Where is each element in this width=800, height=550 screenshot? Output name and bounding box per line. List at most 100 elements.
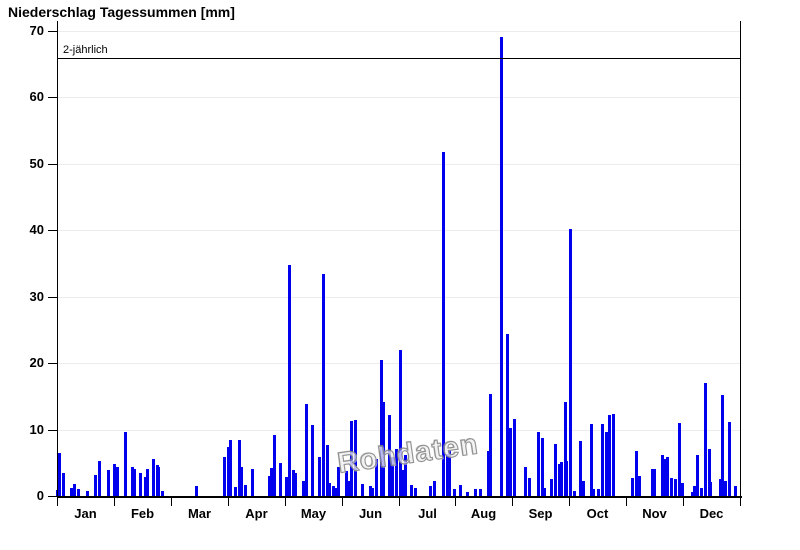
y-tick-label-60: 60 — [29, 89, 44, 104]
precip-bar-day-17 — [86, 491, 89, 496]
gridline-50 — [57, 164, 740, 165]
precip-bar-day-270 — [560, 462, 563, 496]
precip-bar-day-128 — [294, 473, 297, 496]
precip-bar-day-90 — [223, 457, 226, 496]
precip-bar-day-331 — [674, 479, 677, 496]
y-tick-30 — [48, 297, 57, 298]
precip-bar-day-227 — [479, 489, 482, 496]
precip-bar-day-105 — [251, 469, 254, 496]
precip-bar-day-341 — [693, 486, 696, 496]
precip-bar-day-267 — [554, 444, 557, 496]
x-tick-label-feb: Feb — [130, 506, 155, 521]
y-tick-60 — [48, 97, 57, 98]
precip-bar-day-358 — [724, 481, 727, 496]
precip-bar-day-298 — [612, 414, 615, 496]
precip-bar-day-241 — [506, 334, 509, 496]
precip-bar-day-52 — [152, 459, 155, 496]
x-tick-label-sep: Sep — [528, 506, 553, 521]
precip-bar-day-363 — [734, 486, 737, 496]
y-tick-label-30: 30 — [29, 289, 44, 304]
x-tick-label-dec: Dec — [699, 506, 724, 521]
precip-bar-day-137 — [311, 425, 314, 496]
precip-bar-day-190 — [410, 485, 413, 496]
precip-bar-day-33 — [116, 467, 119, 496]
precip-bar-day-207 — [442, 152, 445, 496]
precip-bar-day-335 — [681, 483, 684, 496]
precip-bar-day-10 — [73, 484, 76, 496]
precip-bar-day-49 — [146, 469, 149, 496]
precip-bar-day-155 — [345, 471, 348, 496]
y-tick-label-70: 70 — [29, 23, 44, 38]
precip-bar-day-146 — [328, 483, 331, 496]
precip-bar-day-296 — [608, 415, 611, 496]
precip-bar-day-21 — [94, 475, 97, 496]
precip-bar-day-175 — [382, 402, 385, 496]
precip-bar-day-350 — [709, 482, 712, 496]
precip-bar-day-120 — [279, 463, 282, 496]
precip-bar-day-184 — [399, 350, 402, 496]
precip-bar-day-319 — [651, 469, 654, 496]
precip-bar-day-310 — [635, 451, 638, 496]
x-tick-label-mar: Mar — [187, 506, 212, 521]
y-tick-label-50: 50 — [29, 156, 44, 171]
precip-bar-day-269 — [558, 464, 561, 496]
precip-bar-day-308 — [631, 478, 634, 496]
precip-bar-day-99 — [240, 467, 243, 496]
precip-bar-day-202 — [433, 481, 436, 496]
precip-bar-day-171 — [375, 459, 378, 496]
precip-bar-day-160 — [354, 420, 357, 496]
x-tick-8 — [512, 498, 513, 506]
precip-bar-day-277 — [573, 491, 576, 496]
precip-bar-day-345 — [700, 488, 703, 496]
x-tick-6 — [399, 498, 400, 506]
precip-bar-day-187 — [404, 455, 407, 496]
precip-bar-day-158 — [350, 421, 353, 496]
precip-bar-day-93 — [229, 440, 232, 496]
precip-bar-day-265 — [550, 479, 553, 496]
precip-bar-day-92 — [227, 447, 230, 496]
x-tick-5 — [342, 498, 343, 506]
precip-bar-day-169 — [371, 488, 374, 496]
precip-bar-day-45 — [139, 473, 142, 496]
precip-bar-day-282 — [582, 481, 585, 496]
precip-bar-day-114 — [268, 476, 271, 496]
precip-bar-day-312 — [638, 476, 641, 496]
precip-bar-day-216 — [459, 485, 462, 496]
chart-title: Niederschlag Tagessummen [mm] — [8, 4, 235, 20]
precip-bar-day-157 — [348, 481, 351, 496]
precip-bar-day-253 — [528, 478, 531, 496]
precip-bar-day-132 — [302, 481, 305, 496]
precip-bar-day-125 — [288, 265, 291, 496]
precip-bar-day-31 — [113, 464, 116, 496]
precip-bar-day-213 — [453, 489, 456, 496]
precip-bar-day-209 — [446, 454, 449, 496]
precip-bar-day-98 — [238, 440, 241, 496]
precip-bar-day-28 — [107, 470, 110, 496]
precip-bar-day-333 — [678, 423, 681, 496]
precip-bar-day-356 — [721, 395, 724, 496]
precip-bar-day-4 — [62, 473, 65, 496]
precip-bar-day-347 — [704, 383, 707, 496]
precip-bar-day-280 — [579, 441, 582, 496]
precip-bar-day-258 — [537, 432, 540, 496]
precip-bar-day-123 — [285, 477, 288, 496]
x-tick-label-aug: Aug — [470, 506, 497, 521]
y-tick-0 — [48, 496, 57, 497]
precip-bar-day-286 — [590, 424, 593, 496]
precip-bar-day-349 — [708, 449, 711, 496]
precip-bar-day-96 — [234, 487, 237, 496]
y-axis-line — [57, 21, 58, 496]
precip-bar-day-232 — [489, 394, 492, 496]
precip-bar-day-12 — [77, 489, 80, 496]
precip-bar-day-192 — [414, 488, 417, 496]
gridline-40 — [57, 230, 740, 231]
precip-bar-day-185 — [401, 470, 404, 496]
precip-bar-day-75 — [195, 486, 198, 496]
threshold-label: 2-jährlich — [63, 44, 108, 56]
precip-bar-day-292 — [601, 424, 604, 496]
y-tick-10 — [48, 430, 57, 431]
x-tick-label-oct: Oct — [586, 506, 609, 521]
x-tick-4 — [285, 498, 286, 506]
